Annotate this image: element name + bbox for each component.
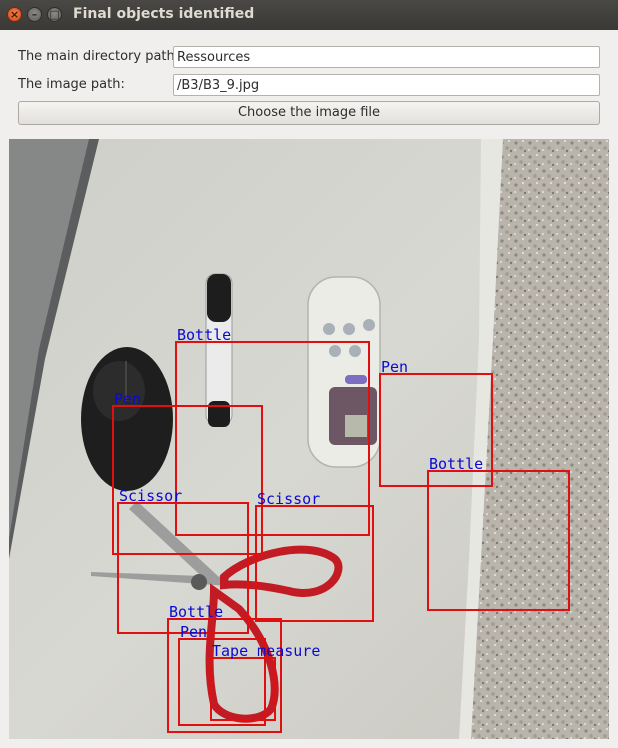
detection-label: Pen (180, 623, 207, 641)
annotated-photo: Bottle Pen Pen Bottle Scissor Scissor Bottle Pe… (9, 139, 609, 739)
window-titlebar: × – □ Final objects identified (0, 0, 618, 30)
image-path-label: The image path: (18, 77, 125, 92)
choose-image-button[interactable]: Choose the image file (18, 101, 600, 125)
maximize-window-button[interactable]: □ (47, 7, 62, 22)
detection-label: Tape measure (212, 642, 320, 660)
close-window-button[interactable]: × (7, 7, 22, 22)
detection-box (379, 373, 493, 487)
window-title: Final objects identified (73, 6, 255, 22)
desk-edge (459, 139, 503, 739)
detection-label: Bottle (169, 603, 223, 621)
detection-box (167, 618, 282, 733)
detection-box (427, 470, 570, 611)
directory-path-label: The main directory path: (18, 49, 180, 64)
detection-box (175, 341, 370, 536)
directory-path-field[interactable] (173, 46, 600, 68)
detection-box (117, 502, 249, 634)
detection-box (210, 657, 276, 721)
image-path-field[interactable] (173, 74, 600, 96)
detection-label: Bottle (177, 326, 231, 344)
detection-label: Pen (114, 390, 141, 408)
floor-area (471, 139, 609, 739)
detection-box (178, 638, 266, 726)
detection-label: Scissor (119, 487, 182, 505)
detection-label: Scissor (257, 490, 320, 508)
detection-box (255, 505, 374, 622)
detection-label: Bottle (429, 455, 483, 473)
detection-label: Pen (381, 358, 408, 376)
result-image: Bottle Pen Pen Bottle Scissor Scissor Bottle Pe… (9, 139, 609, 739)
detection-box (112, 405, 263, 555)
minimize-window-button[interactable]: – (27, 7, 42, 22)
